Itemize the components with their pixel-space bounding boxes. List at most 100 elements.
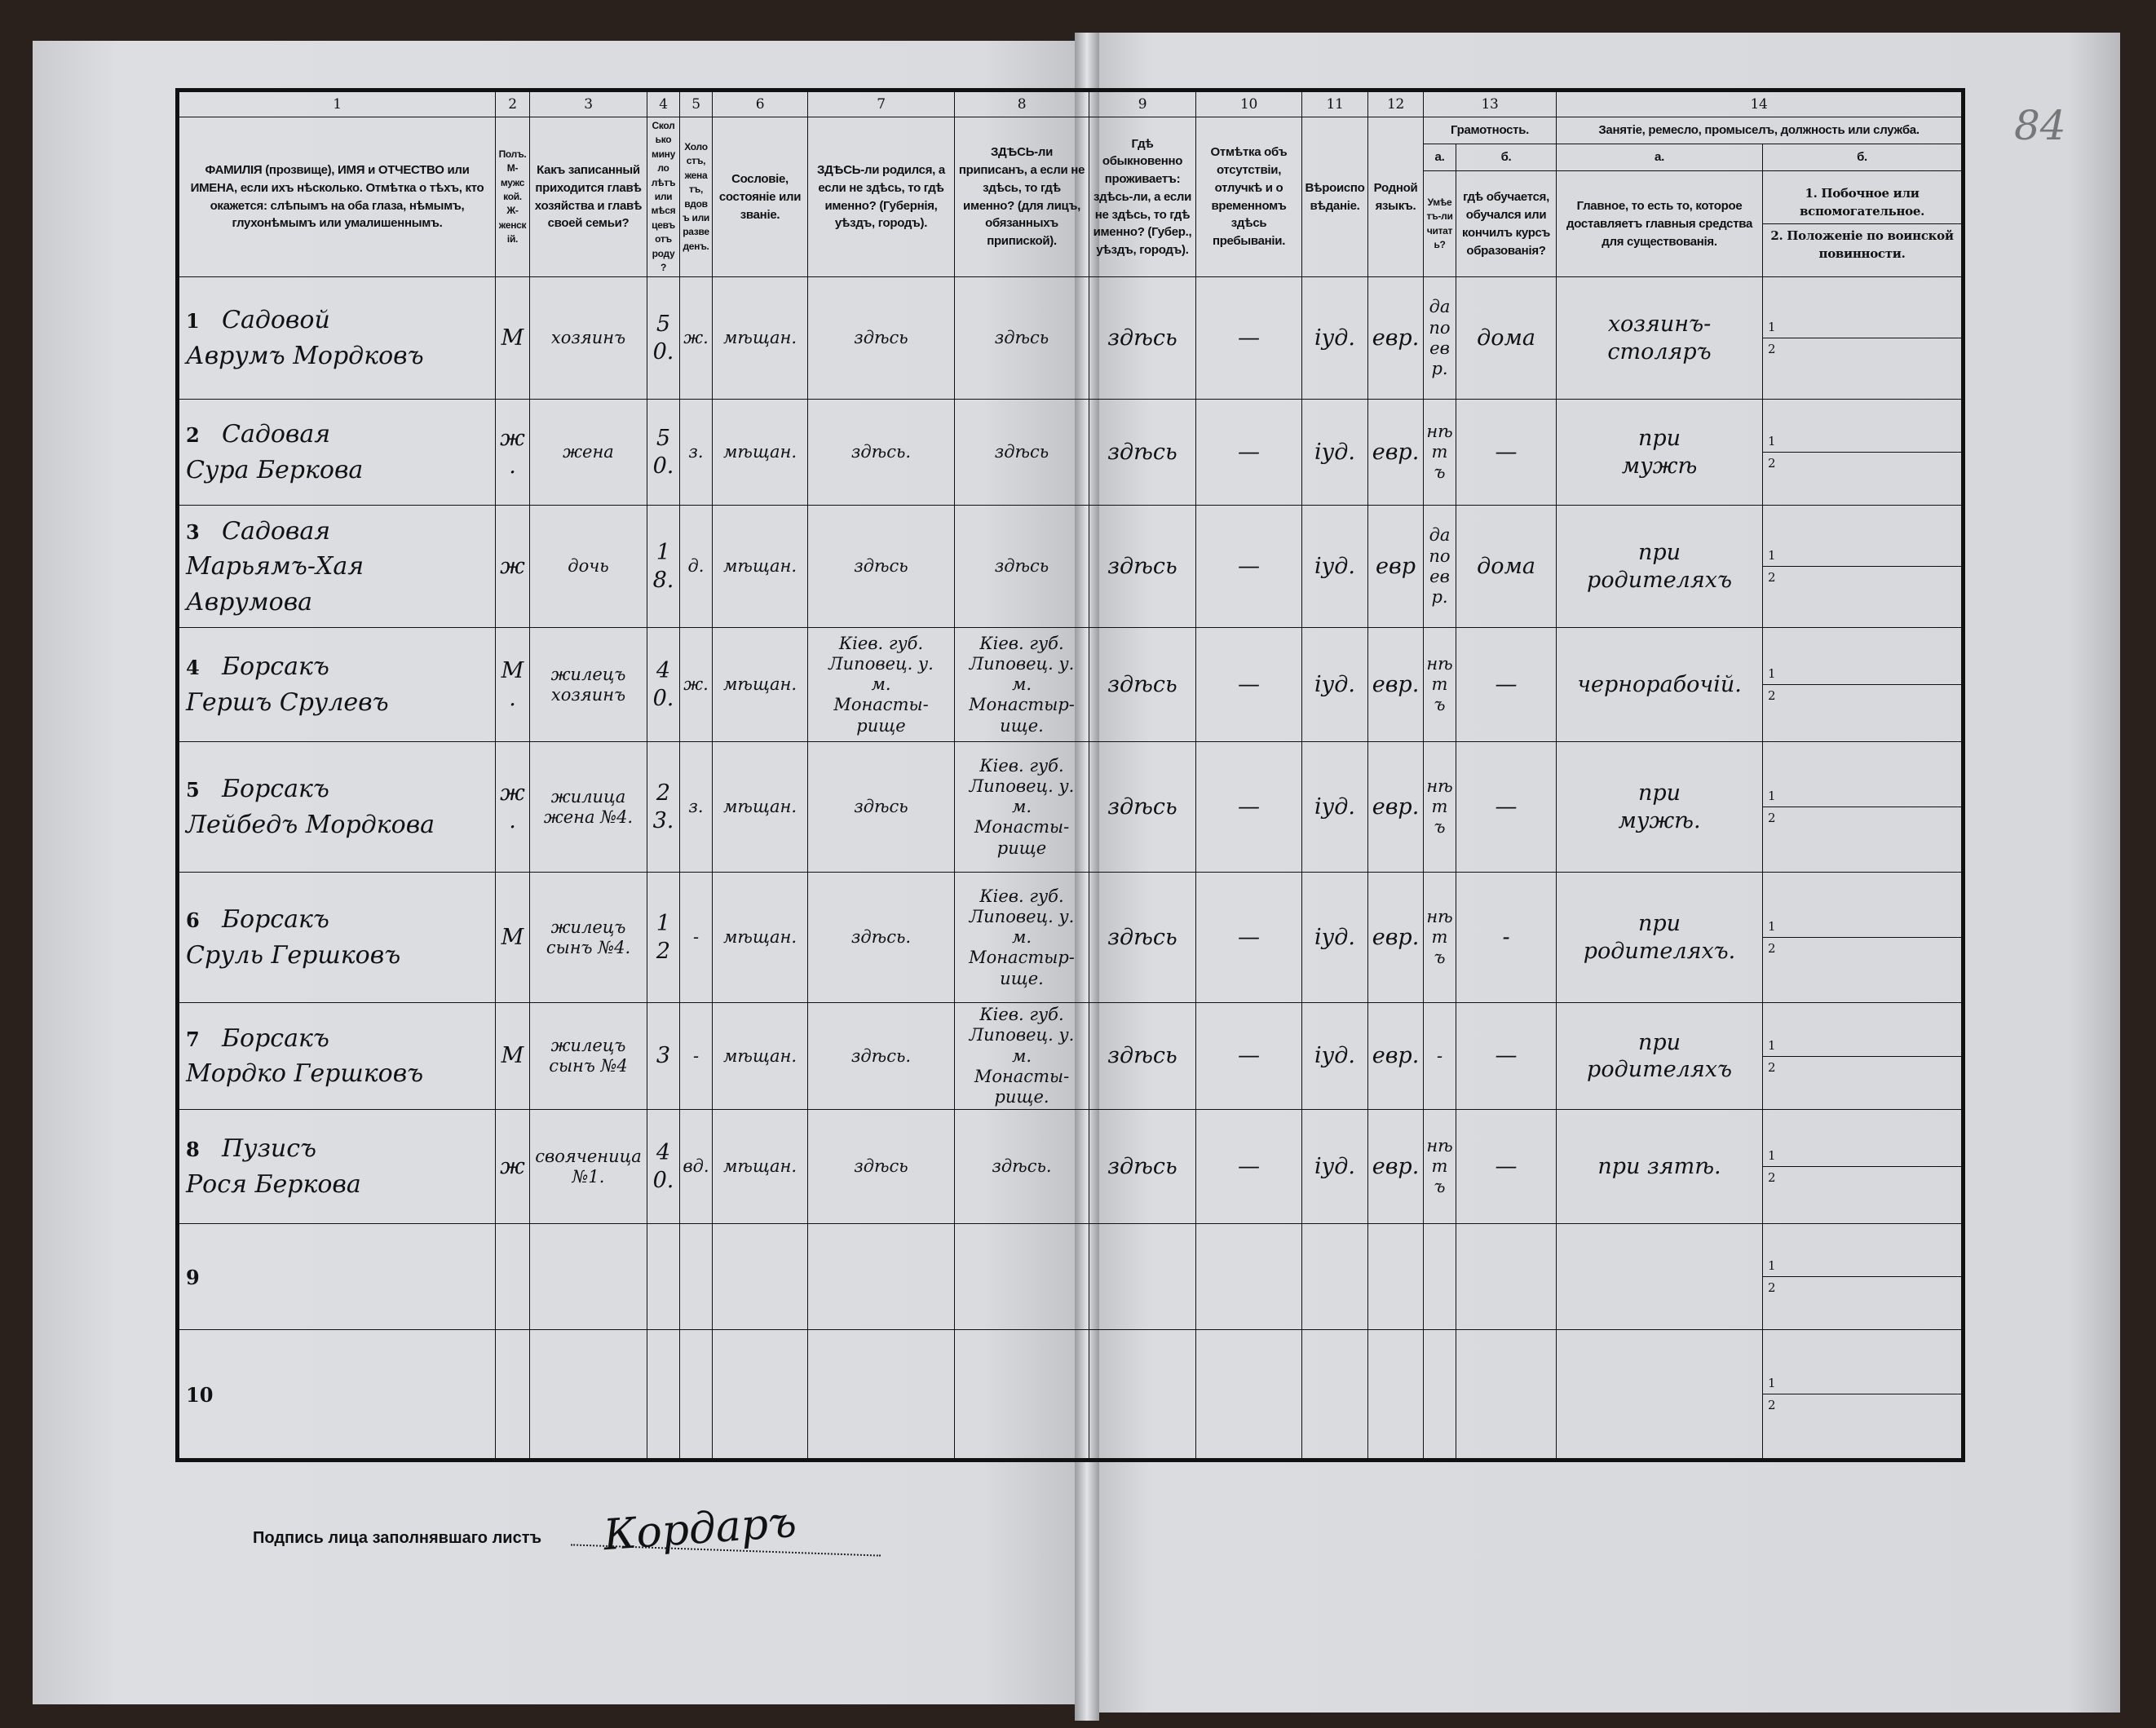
occupation-cell: чернорабочій.: [1556, 627, 1764, 743]
marital-cell: ж.: [679, 276, 713, 400]
sex-cell: ж: [495, 505, 530, 629]
absence-cell: —: [1195, 1109, 1302, 1225]
military-status-cell: 2: [1768, 811, 1776, 826]
row-number: 3: [186, 519, 200, 544]
row-number: 4: [186, 656, 200, 680]
header-main-occupation: Главное, то есть то, которое доставляетъ…: [1556, 170, 1764, 278]
secondary-occupation-cell: 1: [1763, 785, 1962, 808]
relation-cell: хозяинъ: [529, 276, 647, 400]
age-cell: 23.: [647, 741, 680, 873]
can-read-cell: нѣтъ: [1423, 399, 1456, 506]
col-number: 9: [1089, 90, 1196, 117]
table-header: 1 2 3 4 5 6 7 8 9 10 11 12 13 14 ФАМИЛІЯ…: [177, 90, 1964, 278]
row-number: 1: [186, 309, 200, 334]
estate-cell: мѣщан.: [712, 872, 808, 1004]
table-row: 10 1 2: [177, 1329, 1964, 1461]
row-number: 7: [186, 1027, 200, 1051]
religion-cell: іуд.: [1301, 505, 1368, 629]
registration-cell: Кіев. губ. Липовец. у. м. Монасты- рище.: [954, 1002, 1089, 1111]
age-cell: 40.: [647, 627, 680, 743]
header-literacy-b: б.: [1455, 144, 1557, 172]
religion-cell: [1301, 1329, 1368, 1461]
can-read-cell: да по евр.: [1423, 276, 1456, 400]
absence-cell: —: [1195, 505, 1302, 629]
religion-cell: іуд.: [1301, 399, 1368, 506]
col-number: 8: [954, 90, 1089, 117]
birthplace-cell: здѣсь: [807, 741, 955, 873]
marital-cell: -: [679, 872, 713, 1004]
col-number: 2: [495, 90, 530, 117]
military-status-cell: 2: [1768, 1280, 1776, 1296]
military-status-cell: 2: [1768, 688, 1776, 704]
signature-label: Подпись лица заполнявшаго листъ: [253, 1529, 542, 1547]
can-read-cell: нѣтъ: [1423, 1109, 1456, 1225]
census-table: 1 2 3 4 5 6 7 8 9 10 11 12 13 14 ФАМИЛІЯ…: [175, 88, 1966, 1463]
religion-cell: іуд.: [1301, 1109, 1368, 1225]
estate-cell: мѣщан.: [712, 1109, 808, 1225]
col-number: 3: [529, 90, 647, 117]
absence-cell: [1195, 1329, 1302, 1461]
education-cell: —: [1455, 399, 1557, 506]
header-occupation: Занятіе, ремесло, промыселъ, должность и…: [1556, 116, 1964, 145]
absence-cell: —: [1195, 1002, 1302, 1111]
registration-cell: здѣсь.: [954, 1109, 1089, 1225]
name-cell: 4 Борсакъ Гершъ Срулевъ: [177, 627, 496, 743]
header-absence: Отмѣтка объ отсутствіи, отлучкѣ и о врем…: [1195, 116, 1302, 278]
can-read-cell: нѣтъ: [1423, 872, 1456, 1004]
header-birthplace: ЗДѢСЬ-ли родился, а если не здѣсь, то гд…: [807, 116, 955, 278]
header-military-status: 2. Положеніе по воинской повинности.: [1770, 228, 1954, 262]
col-number: 12: [1367, 90, 1424, 117]
header-occupation-a: а.: [1556, 144, 1764, 172]
language-cell: евр: [1367, 505, 1424, 629]
occupation-cell: хозяинъ-столяръ: [1556, 276, 1764, 400]
header-residence: Гдѣ обыкновенно проживаетъ: здѣсь-ли, а …: [1089, 116, 1196, 278]
marital-cell: -: [679, 1002, 713, 1111]
absence-cell: —: [1195, 276, 1302, 400]
age-cell: 18.: [647, 505, 680, 629]
header-literacy: Грамотность.: [1422, 116, 1557, 145]
name-cell: 9: [177, 1223, 496, 1331]
name-cell: 5 Борсакъ Лейбедъ Мордкова: [177, 741, 496, 873]
table-row: 2 Садовая Сура Беркова ж. жена 50. з. мѣщан. зд…: [177, 399, 1964, 506]
military-status-cell: 2: [1768, 1059, 1776, 1075]
header-can-read: Умѣетъ-ли читать?: [1423, 170, 1456, 278]
secondary-occupation-cell: 1: [1763, 916, 1962, 939]
religion-cell: іуд.: [1301, 1002, 1368, 1111]
col-number: 11: [1301, 90, 1368, 117]
secondary-occupation-cell: 1: [1763, 1372, 1962, 1395]
education-cell: -: [1455, 872, 1557, 1004]
marital-cell: вд.: [679, 1109, 713, 1225]
language-cell: евр.: [1367, 1109, 1424, 1225]
can-read-cell: [1423, 1329, 1456, 1461]
birthplace-cell: здѣсь.: [807, 399, 955, 506]
row-number: 2: [186, 423, 200, 448]
header-language: Родной языкъ.: [1367, 116, 1424, 278]
military-status-cell: 2: [1768, 1398, 1776, 1413]
occupation-cell: при мужѣ: [1556, 399, 1764, 506]
relation-cell: жилица жена №4.: [529, 741, 647, 873]
can-read-cell: нѣтъ: [1423, 741, 1456, 873]
header-registration: ЗДѢСЬ-ли приписанъ, а если не здѣсь, то …: [954, 116, 1089, 278]
header-age: Сколько минуло лѣтъ или мѣсяцевъ отъ род…: [647, 116, 680, 278]
sex-cell: ж: [495, 1109, 530, 1225]
occupation-cell: при родителяхъ: [1556, 1002, 1764, 1111]
table-row: 4 Борсакъ Гершъ Срулевъ М. жилецъ хозяинъ 40…: [177, 627, 1964, 743]
birthplace-cell: здѣсь: [807, 505, 955, 629]
relation-cell: жена: [529, 399, 647, 506]
can-read-cell: да по евр.: [1423, 505, 1456, 629]
person-name: Садовой Аврумъ Мордковъ: [186, 306, 424, 370]
estate-cell: [712, 1223, 808, 1331]
age-cell: [647, 1329, 680, 1461]
relation-cell: жилецъ хозяинъ: [529, 627, 647, 743]
residence-cell: здѣсь: [1089, 872, 1196, 1004]
relation-cell: жилецъ сынъ №4.: [529, 872, 647, 1004]
residence-cell: [1089, 1223, 1196, 1331]
name-cell: 7 Борсакъ Мордко Гершковъ: [177, 1002, 496, 1111]
row-number: 5: [186, 778, 200, 802]
person-name: Борсакъ Гершъ Срулевъ: [186, 652, 389, 717]
absence-cell: —: [1195, 627, 1302, 743]
